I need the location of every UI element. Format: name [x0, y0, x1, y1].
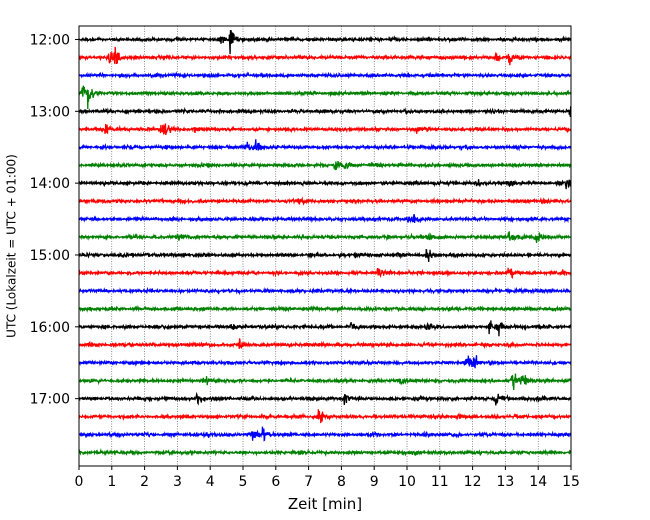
- x-tick-label: 8: [337, 474, 346, 490]
- x-tick-label: 3: [173, 474, 182, 490]
- x-tick-label: 0: [75, 474, 84, 490]
- trace-1745: [78, 448, 572, 457]
- x-axis-label: Zeit [min]: [288, 495, 362, 513]
- y-tick-label: 13:00: [30, 104, 70, 120]
- y-axis-ticks: 12:00 13:00 14:00 15:00 16:00 17:00: [30, 32, 79, 408]
- trace-1245: [78, 85, 572, 110]
- trace-1300: [78, 106, 572, 118]
- x-tick-label: 13: [496, 474, 514, 490]
- x-tick-label: 4: [206, 474, 215, 490]
- trace-1200: [78, 29, 572, 54]
- trace-1345: [78, 160, 572, 171]
- x-tick-label: 6: [271, 474, 280, 490]
- x-tick-label: 7: [304, 474, 313, 490]
- trace-1230: [78, 71, 572, 80]
- trace-1515: [78, 267, 572, 279]
- x-tick-label: 9: [370, 474, 379, 490]
- trace-1645: [78, 373, 572, 390]
- x-tick-label: 15: [562, 474, 580, 490]
- trace-1400: [78, 179, 572, 190]
- trace-1215: [78, 46, 572, 66]
- x-tick-label: 2: [140, 474, 149, 490]
- y-tick-label: 14:00: [30, 176, 70, 192]
- plot-frame: [78, 25, 572, 467]
- seismic-traces: [78, 29, 572, 457]
- vertical-gridlines: [111, 26, 539, 466]
- trace-1315: [78, 123, 572, 136]
- x-tick-label: 5: [239, 474, 248, 490]
- trace-1730: [78, 426, 572, 442]
- trace-1445: [78, 231, 572, 244]
- trace-1415: [78, 196, 572, 206]
- trace-1715: [78, 409, 572, 424]
- trace-1700: [78, 391, 572, 406]
- x-tick-label: 12: [464, 474, 482, 490]
- x-tick-label: 14: [529, 474, 547, 490]
- trace-1430: [78, 214, 572, 224]
- y-tick-label: 16:00: [30, 320, 70, 336]
- trace-1615: [78, 338, 572, 350]
- trace-1545: [78, 304, 572, 314]
- trace-1530: [78, 286, 572, 296]
- y-tick-label: 15:00: [30, 248, 70, 264]
- y-tick-label: 17:00: [30, 392, 70, 408]
- x-tick-label: 11: [431, 474, 449, 490]
- trace-1500: [78, 248, 572, 262]
- y-axis-label: UTC (Lokalzeit = UTC + 01:00): [5, 154, 19, 338]
- x-axis-ticks: 0 1 2 3 4 5 6 7 8 9 10 11 12 13 14 15: [75, 466, 580, 490]
- trace-1600: [78, 320, 572, 337]
- y-tick-label: 12:00: [30, 32, 70, 48]
- x-tick-label: 1: [107, 474, 116, 490]
- trace-1330: [78, 139, 572, 152]
- x-tick-label: 10: [398, 474, 416, 490]
- trace-1630: [78, 355, 572, 369]
